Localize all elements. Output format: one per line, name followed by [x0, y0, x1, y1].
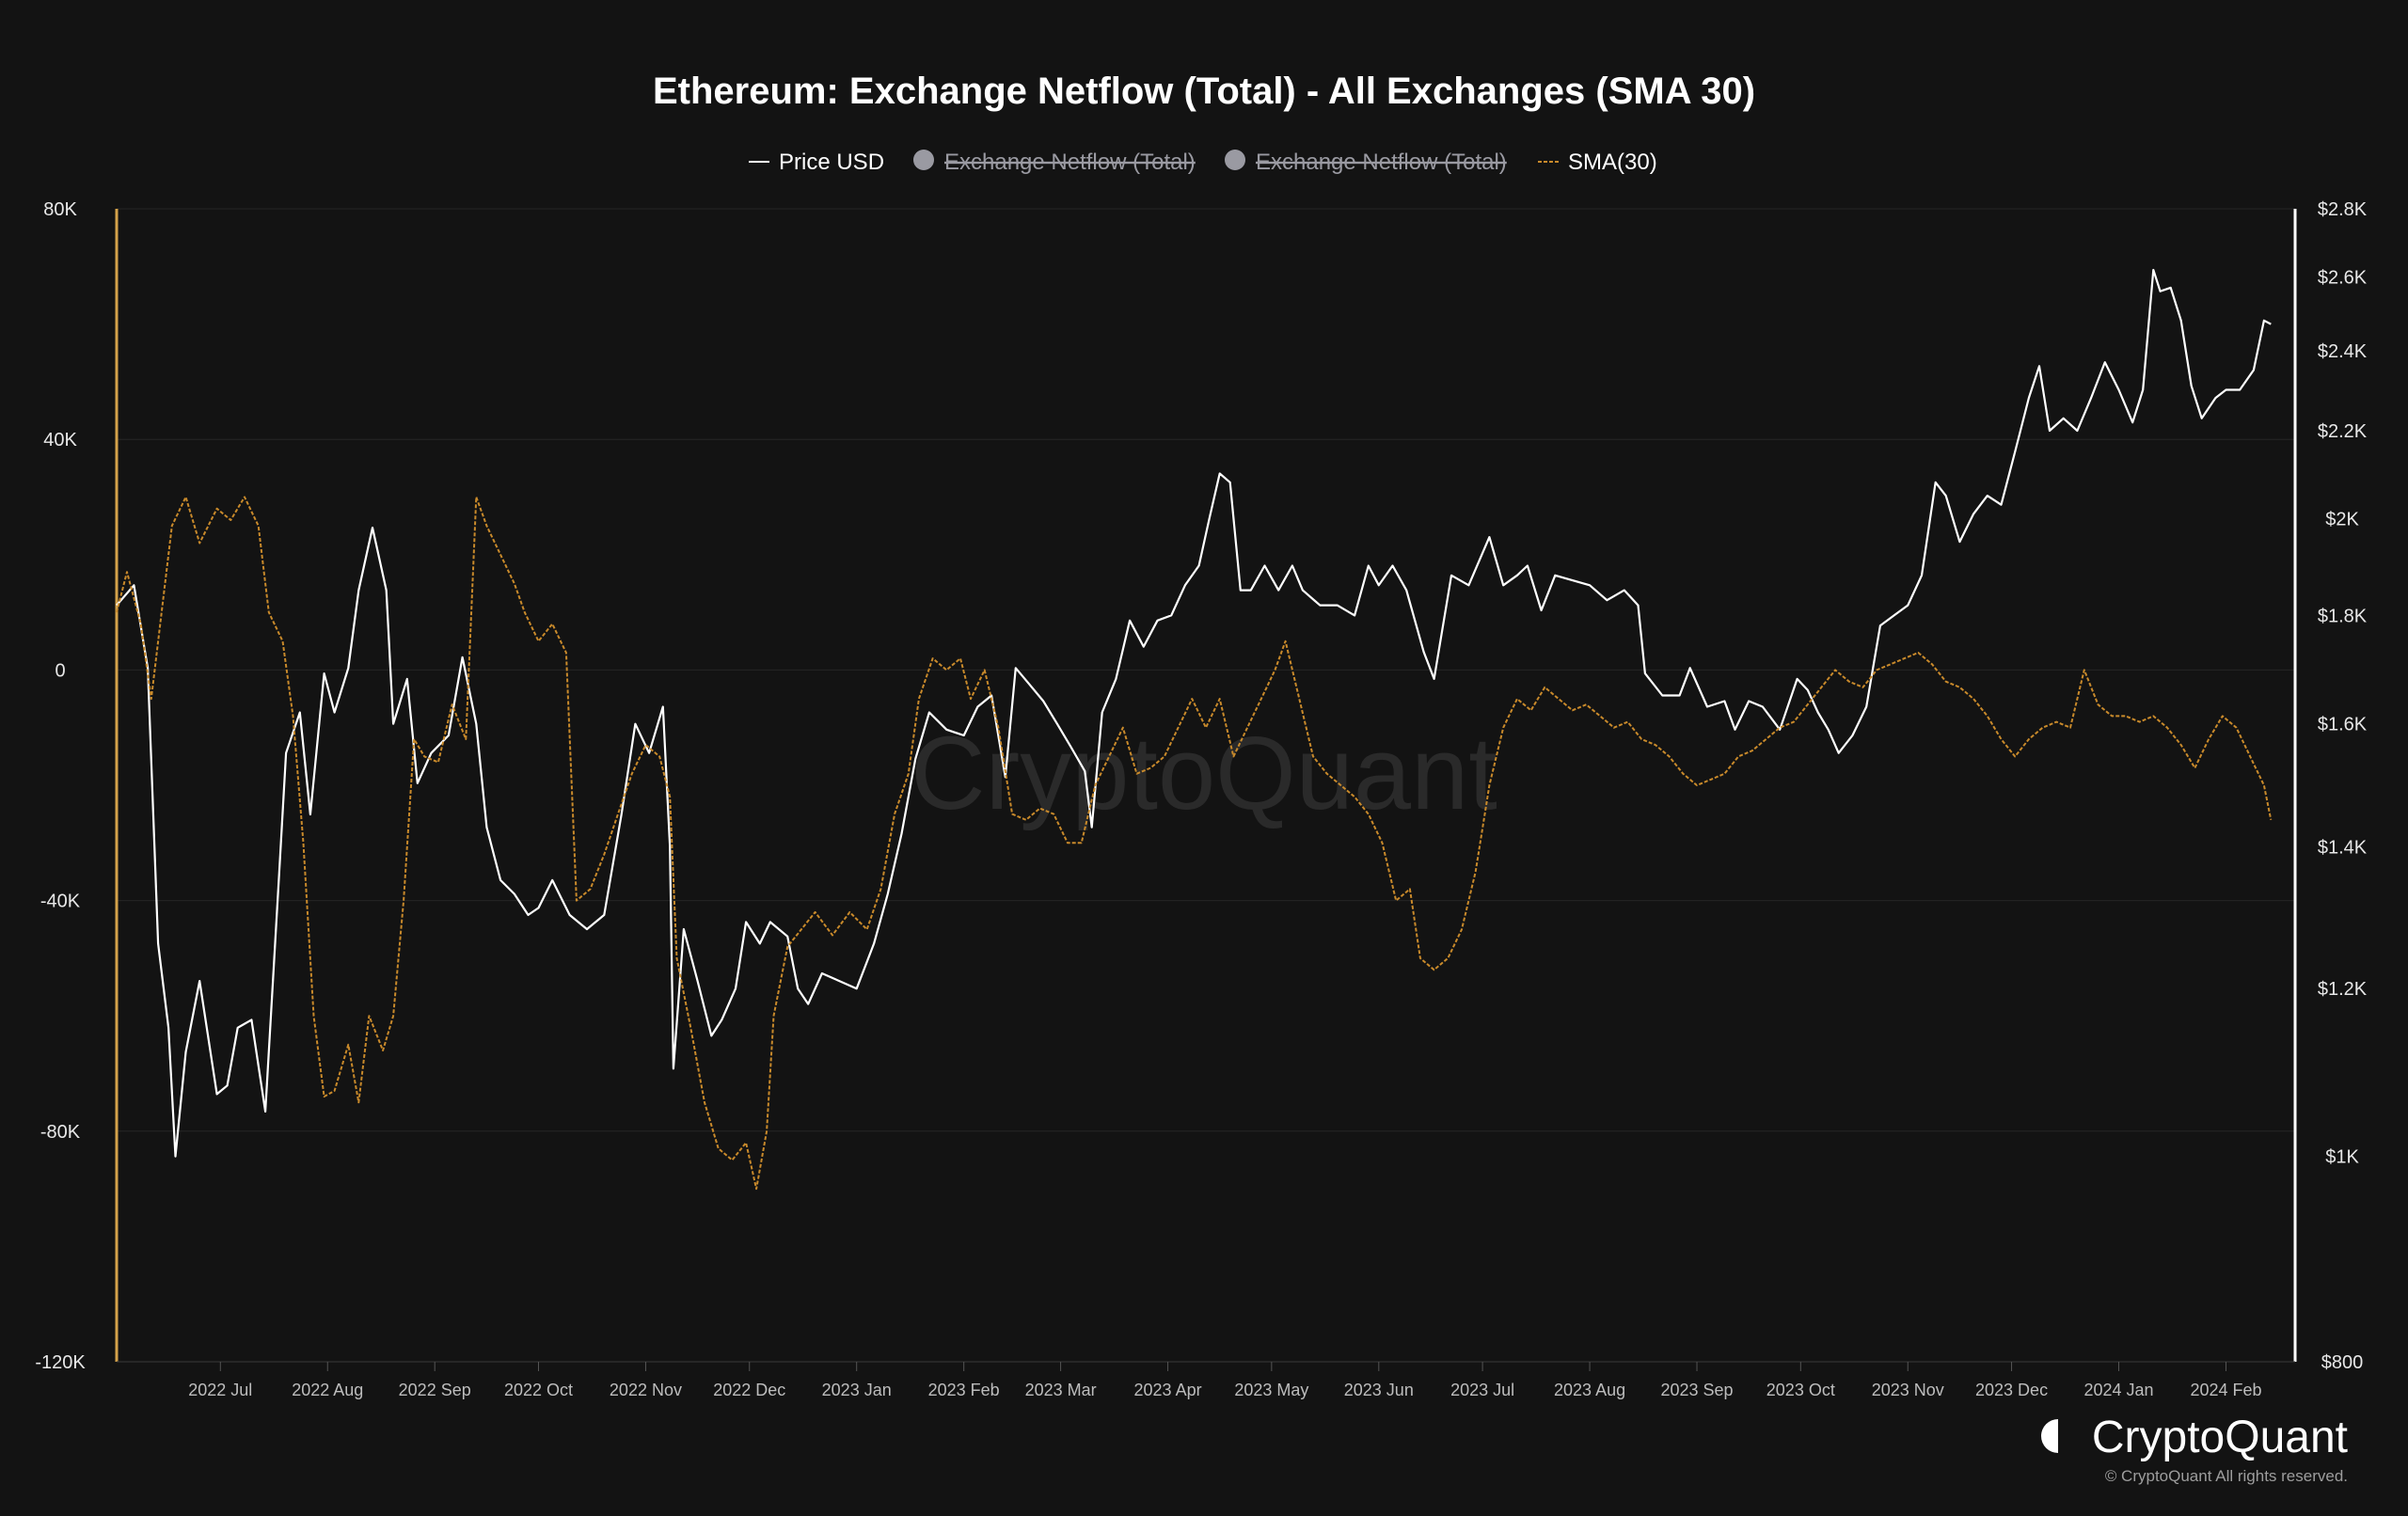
axes: 80K 40K 0 -40K -80K -120K $2.8K $2.6K $2.4K $2.2K…: [35, 199, 2367, 1399]
x-tick-label: 2023 Oct: [1766, 1381, 1835, 1399]
legend-label: Exchange Netflow (Total): [1256, 150, 1507, 175]
brand: CryptoQuant © CryptoQuant All rights res…: [2041, 1413, 2348, 1485]
price-usd-line: [116, 268, 2272, 1158]
x-tick-label: 2023 Dec: [1975, 1381, 2048, 1399]
legend-item[interactable]: SMA(30): [1538, 150, 1657, 175]
x-tick-label: 2022 Nov: [610, 1381, 682, 1399]
series: [116, 268, 2273, 1191]
copyright: © CryptoQuant All rights reserved.: [2105, 1467, 2348, 1485]
x-tick-label: 2023 Jun: [1344, 1381, 1414, 1399]
x-tick-label: 2022 Aug: [292, 1381, 363, 1399]
x-tick-label: 2023 May: [1234, 1381, 1308, 1399]
x-tick-label: 2023 Apr: [1134, 1381, 1202, 1399]
x-tick-label: 2023 Nov: [1872, 1381, 1944, 1399]
x-tick-label: 2022 Oct: [504, 1381, 573, 1399]
y-left-tick-label: 40K: [43, 430, 77, 450]
legend-item[interactable]: Exchange Netflow (Total): [913, 150, 1196, 175]
x-tick-label: 2024 Feb: [2190, 1381, 2261, 1399]
legend-item[interactable]: Price USD: [749, 150, 884, 175]
y-left-tick-label: -120K: [35, 1352, 86, 1373]
x-tick-label: 2023 Aug: [1554, 1381, 1625, 1399]
y-left-tick-label: 0: [55, 660, 65, 681]
legend-dot-marker: [1225, 150, 1245, 170]
x-tick-label: 2022 Sep: [399, 1381, 471, 1399]
y-right-tick-label: $1.8K: [2318, 606, 2368, 626]
y-right-tick-label: $2.6K: [2318, 268, 2368, 289]
y-right-tick-label: $1.4K: [2318, 837, 2368, 858]
x-tick-label: 2023 Jul: [1450, 1381, 1514, 1399]
x-tick-label: 2023 Sep: [1660, 1381, 1733, 1399]
legend: Price USD Exchange Netflow (Total) Exchang…: [749, 150, 1657, 175]
chart-title: Ethereum: Exchange Netflow (Total) - All…: [653, 71, 1755, 112]
y-left-tick-label: -40K: [40, 892, 81, 912]
y-right-tick-label: $2K: [2325, 509, 2359, 529]
y-right-tick-label: $1.6K: [2318, 715, 2368, 735]
x-tick-label: 2022 Dec: [713, 1381, 785, 1399]
legend-item[interactable]: Exchange Netflow (Total): [1225, 150, 1507, 175]
sma-30-line: [116, 496, 2273, 1191]
legend-label: Exchange Netflow (Total): [944, 150, 1196, 175]
legend-label: SMA(30): [1568, 150, 1657, 175]
y-right-tick-label: $2.4K: [2318, 341, 2368, 362]
y-right-tick-label: $1K: [2325, 1147, 2359, 1168]
x-tick-label: 2023 Mar: [1025, 1381, 1097, 1399]
y-right-tick-label: $2.8K: [2318, 199, 2368, 220]
x-tick-label: 2022 Jul: [188, 1381, 252, 1399]
x-tick-label: 2024 Jan: [2083, 1381, 2153, 1399]
legend-label: Price USD: [779, 150, 884, 175]
brand-name: CryptoQuant: [2092, 1413, 2348, 1462]
x-tick-label: 2023 Feb: [928, 1381, 1000, 1399]
x-tick-label: 2023 Jan: [822, 1381, 892, 1399]
y-right-tick-label: $1.2K: [2318, 979, 2368, 1000]
y-left-tick-label: -80K: [40, 1122, 81, 1143]
y-right-tick-label: $2.2K: [2318, 421, 2368, 442]
cryptoquant-logo-icon: [2041, 1419, 2094, 1453]
y-right-tick-label: $800: [2321, 1352, 2364, 1373]
y-left-tick-label: 80K: [43, 199, 77, 220]
legend-dot-marker: [913, 150, 934, 170]
